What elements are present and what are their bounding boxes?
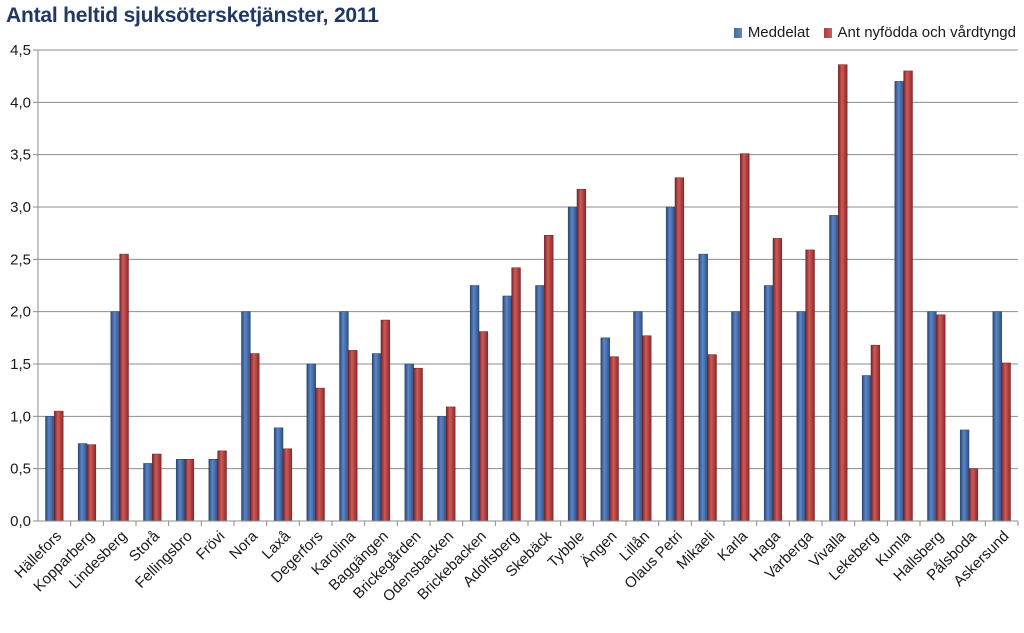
bar-ant-nyfodda-29 (968, 468, 979, 522)
legend-label-series-2: Ant nyfödda och vårdtyngd (837, 24, 1016, 41)
legend-item-series-2: Ant nyfödda och vårdtyngd (823, 24, 1016, 41)
bar-ant-nyfodda-25 (838, 64, 848, 522)
x-tick-label: Tybble (545, 528, 588, 571)
bar-meddelat-24 (796, 311, 806, 522)
bar-ant-nyfodda-19 (642, 335, 652, 522)
bar-meddelat-21 (698, 253, 708, 522)
bar-ant-nyfodda-23 (772, 238, 783, 522)
bar-meddelat-11 (371, 353, 382, 522)
bar-ant-nyfodda-20 (674, 177, 685, 522)
bar-ant-nyfodda-30 (1001, 362, 1011, 522)
chart-title: Antal heltid sjuksötersketjänster, 2011 (6, 4, 379, 27)
bar-ant-nyfodda-6 (217, 450, 227, 522)
bar-ant-nyfodda-22 (740, 153, 750, 522)
bar-ant-nyfodda-16 (544, 235, 554, 522)
bar-meddelat-27 (894, 81, 904, 522)
bar-ant-nyfodda-8 (282, 448, 293, 522)
legend-label-series-1: Meddelat (747, 24, 810, 41)
bars (45, 64, 1011, 522)
y-tick-label: 3,0 (10, 199, 31, 216)
bar-meddelat-14 (469, 285, 480, 522)
gridlines (38, 49, 1018, 470)
bar-meddelat-2 (77, 443, 88, 522)
y-tick-label: 3,5 (10, 147, 31, 164)
bar-ant-nyfodda-5 (184, 458, 195, 522)
bar-meddelat-4 (143, 463, 153, 522)
bar-meddelat-8 (273, 427, 284, 522)
y-tick-label: 2,0 (10, 304, 31, 321)
bar-meddelat-28 (927, 311, 937, 522)
bar-meddelat-5 (175, 458, 186, 522)
bar-ant-nyfodda-13 (446, 406, 456, 522)
y-tick-label: 2,5 (10, 251, 31, 268)
bar-ant-nyfodda-26 (870, 344, 881, 522)
bar-ant-nyfodda-21 (707, 354, 717, 522)
y-axis-ticks: 0,0 0,5 1,0 1,5 2,0 2,5 3,0 3,5 4,0 4,5 (10, 42, 38, 530)
bar-ant-nyfodda-17 (576, 188, 587, 522)
bar-meddelat-10 (339, 311, 349, 522)
bar-ant-nyfodda-3 (119, 253, 129, 522)
bar-meddelat-26 (861, 375, 872, 522)
bar-meddelat-16 (535, 285, 545, 522)
y-tick-label: 4,0 (10, 94, 31, 111)
y-tick-label: 0,5 (10, 461, 31, 478)
bar-ant-nyfodda-27 (903, 70, 913, 522)
bar-meddelat-15 (502, 295, 512, 522)
bar-ant-nyfodda-14 (478, 331, 489, 522)
chart-legend: Meddelat Ant nyfödda och vårdtyngd (720, 24, 1016, 41)
bar-meddelat-7 (241, 311, 251, 522)
bar-meddelat-23 (763, 285, 774, 522)
legend-swatch-series-2 (823, 27, 832, 38)
bar-meddelat-20 (665, 206, 676, 522)
x-axis-ticks: HälleforsKopparbergLindesbergStoråFellin… (11, 521, 1019, 605)
bar-meddelat-6 (208, 458, 218, 522)
bar-ant-nyfodda-4 (152, 453, 162, 522)
y-tick-label: 1,5 (10, 356, 31, 373)
bar-ant-nyfodda-11 (380, 319, 391, 522)
legend-item-series-1: Meddelat (733, 24, 810, 41)
y-tick-label: 1,0 (10, 408, 31, 425)
bar-ant-nyfodda-9 (315, 387, 325, 522)
bar-meddelat-22 (731, 311, 741, 522)
y-tick-label: 4,5 (10, 42, 31, 59)
bar-meddelat-30 (992, 311, 1002, 522)
bar-ant-nyfodda-15 (511, 267, 521, 522)
bar-meddelat-19 (633, 311, 643, 522)
bar-meddelat-3 (110, 311, 120, 522)
bar-ant-nyfodda-28 (936, 314, 946, 522)
bar-meddelat-17 (567, 206, 578, 522)
bar-ant-nyfodda-24 (805, 249, 815, 522)
x-tick-label: Ängen (578, 528, 621, 571)
legend-swatch-series-1 (733, 27, 742, 38)
bar-meddelat-9 (306, 363, 316, 522)
x-tick-label: Karla (714, 527, 751, 564)
bar-meddelat-18 (600, 337, 610, 522)
y-tick-label: 0,0 (10, 513, 31, 530)
bar-ant-nyfodda-18 (609, 356, 619, 522)
bar-meddelat-12 (404, 363, 414, 522)
bar-ant-nyfodda-2 (86, 444, 97, 522)
bar-meddelat-25 (829, 215, 839, 522)
x-tick-label: Nora (226, 527, 261, 562)
bar-ant-nyfodda-12 (413, 367, 423, 522)
bar-ant-nyfodda-7 (250, 353, 260, 522)
x-tick-label: Frövi (193, 528, 229, 564)
bar-ant-nyfodda-10 (348, 350, 358, 522)
bar-meddelat-13 (437, 416, 447, 522)
bar-meddelat-1 (45, 416, 55, 522)
bar-ant-nyfodda-1 (54, 410, 64, 522)
bar-meddelat-29 (959, 429, 970, 522)
